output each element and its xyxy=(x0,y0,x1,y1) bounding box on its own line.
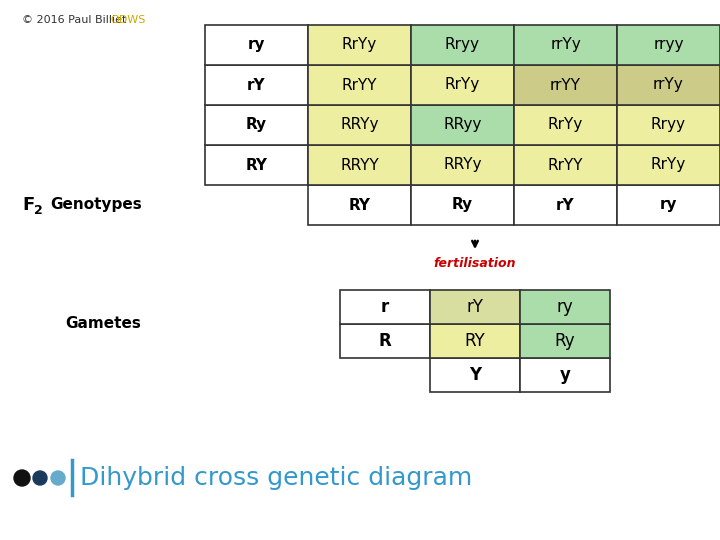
Text: RrYy: RrYy xyxy=(342,37,377,52)
Text: Ry: Ry xyxy=(452,198,473,213)
Bar xyxy=(411,145,514,185)
Text: ry: ry xyxy=(660,198,678,213)
Bar xyxy=(205,105,308,145)
Text: rY: rY xyxy=(247,78,266,92)
Circle shape xyxy=(14,470,30,486)
Bar xyxy=(617,105,720,145)
Bar xyxy=(514,145,617,185)
Text: Y: Y xyxy=(469,366,481,384)
Text: Dihybrid cross genetic diagram: Dihybrid cross genetic diagram xyxy=(80,466,472,490)
Text: RRYy: RRYy xyxy=(444,158,482,172)
Bar xyxy=(340,324,430,358)
Bar xyxy=(308,105,411,145)
Text: rryy: rryy xyxy=(653,37,684,52)
Text: RY: RY xyxy=(348,198,371,213)
Bar xyxy=(340,290,430,324)
Text: RrYy: RrYy xyxy=(445,78,480,92)
Text: Genotypes: Genotypes xyxy=(50,198,142,213)
Text: R: R xyxy=(379,332,392,350)
Text: Ry: Ry xyxy=(246,118,267,132)
Bar xyxy=(617,25,720,65)
Text: y: y xyxy=(559,366,570,384)
Bar xyxy=(308,145,411,185)
Text: rrYy: rrYy xyxy=(653,78,684,92)
Text: rY: rY xyxy=(556,198,575,213)
Bar xyxy=(308,185,411,225)
Text: RRYY: RRYY xyxy=(340,158,379,172)
Bar xyxy=(520,324,610,358)
Bar xyxy=(430,324,520,358)
Bar xyxy=(617,65,720,105)
Bar xyxy=(411,185,514,225)
Text: fertilisation: fertilisation xyxy=(433,257,516,270)
Bar xyxy=(520,358,610,392)
Text: RrYy: RrYy xyxy=(548,118,583,132)
Text: Ry: Ry xyxy=(554,332,575,350)
Bar xyxy=(514,65,617,105)
Text: rY: rY xyxy=(467,298,484,316)
Bar xyxy=(308,25,411,65)
Text: RrYY: RrYY xyxy=(548,158,583,172)
Text: rrYy: rrYy xyxy=(550,37,581,52)
Text: ry: ry xyxy=(248,37,265,52)
Bar xyxy=(430,290,520,324)
Bar xyxy=(617,185,720,225)
Text: RRyy: RRyy xyxy=(444,118,482,132)
Bar xyxy=(430,358,520,392)
Bar xyxy=(205,145,308,185)
Text: ry: ry xyxy=(557,298,573,316)
Bar xyxy=(411,65,514,105)
Bar xyxy=(520,290,610,324)
Circle shape xyxy=(51,471,65,485)
Text: RY: RY xyxy=(464,332,485,350)
Bar xyxy=(514,185,617,225)
Circle shape xyxy=(33,471,47,485)
Text: ODWS: ODWS xyxy=(110,15,145,25)
Text: F: F xyxy=(22,196,35,214)
Text: Rryy: Rryy xyxy=(651,118,686,132)
Bar xyxy=(411,105,514,145)
Text: RrYY: RrYY xyxy=(342,78,377,92)
Bar xyxy=(411,25,514,65)
Bar xyxy=(617,145,720,185)
Text: © 2016 Paul Billiet: © 2016 Paul Billiet xyxy=(22,15,130,25)
Text: Rryy: Rryy xyxy=(445,37,480,52)
Text: RRYy: RRYy xyxy=(341,118,379,132)
Bar xyxy=(514,105,617,145)
Text: RY: RY xyxy=(246,158,268,172)
Bar xyxy=(514,25,617,65)
Text: rrYY: rrYY xyxy=(550,78,581,92)
Bar xyxy=(308,65,411,105)
Text: 2: 2 xyxy=(34,204,42,217)
Bar xyxy=(205,65,308,105)
Text: r: r xyxy=(381,298,389,316)
Text: RrYy: RrYy xyxy=(651,158,686,172)
Text: Gametes: Gametes xyxy=(65,316,141,332)
Bar xyxy=(205,25,308,65)
